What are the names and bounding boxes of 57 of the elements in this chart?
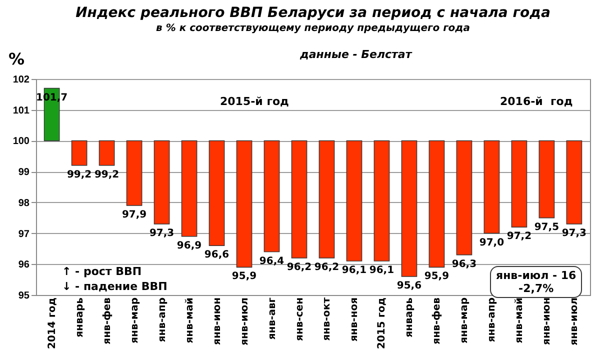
data-label: 97,5 — [534, 222, 560, 233]
x-tick-label: янв-фев — [102, 298, 113, 344]
x-tick-label: янв-сен — [294, 297, 306, 341]
data-label: 99,2 — [94, 169, 120, 180]
data-label: 95,9 — [232, 271, 257, 282]
data-label: 95,6 — [396, 280, 422, 292]
x-tick-label: 2014 год — [46, 298, 58, 349]
data-label: 97,9 — [122, 210, 147, 221]
x-tick-label: 2015 год — [376, 298, 388, 349]
x-tick-label: янв-июл — [239, 298, 250, 346]
y-tick-label: 98 — [18, 198, 30, 209]
y-tick-label: 100 — [12, 136, 30, 148]
x-tick-label: янв-ноя — [349, 298, 360, 342]
annotation: 2015-й год — [220, 95, 289, 108]
x-tick-label: янв-фев — [432, 298, 443, 344]
data-label: 97,3 — [149, 228, 174, 240]
x-tick-label: янв-июн — [542, 297, 553, 345]
y-tick-label: 97 — [18, 228, 30, 240]
x-tick-label: янв-авг — [266, 298, 278, 340]
data-label: 97,2 — [506, 231, 532, 242]
data-label: 95,9 — [424, 271, 450, 282]
annotation: ↑ - рост ВВП — [62, 265, 142, 278]
x-tick-label: янв-июл — [569, 298, 580, 346]
chart-title: Индекс реального ВВП Беларуси за период с начала года — [76, 5, 550, 21]
data-label: 96,4 — [259, 256, 284, 267]
y-axis-title: % — [8, 50, 25, 68]
data-label: 96,3 — [452, 258, 477, 270]
data-label: 96,2 — [286, 262, 312, 273]
y-tick-label: 101 — [12, 105, 30, 116]
x-tick-label: янв-май — [184, 298, 196, 344]
x-tick-label: январь — [404, 298, 416, 338]
x-tick-label: янв-мар — [459, 298, 470, 344]
data-label: 96,1 — [342, 265, 367, 276]
y-tick-label: 95 — [18, 290, 30, 302]
x-tick-label: янв-мар — [129, 298, 140, 344]
x-tick-label: янв-окт — [322, 297, 333, 341]
x-tick-label: янв-май — [514, 298, 526, 344]
y-tick-label: 96 — [18, 260, 30, 271]
text: данные - Белстат — [300, 48, 412, 61]
data-label: 97,3 — [562, 228, 587, 240]
data-label: 99,2 — [66, 169, 92, 180]
data-label: 96,2 — [314, 262, 340, 273]
data-label: 101,7 — [36, 92, 68, 104]
x-tick-label: январь — [74, 298, 86, 338]
annotation: янв-июл - 16 -2,7% — [490, 266, 582, 298]
y-tick-label: 99 — [18, 167, 30, 178]
annotation: 2016-й год — [500, 95, 573, 108]
chart-subtitle: в % к соответствующему периоду предыдущего года — [156, 23, 470, 34]
data-label: 96,1 — [369, 265, 394, 276]
x-tick-label: янв-апр — [156, 298, 168, 342]
x-tick-label: янв-июн — [212, 297, 223, 345]
data-label: 97,0 — [479, 237, 504, 248]
x-tick-label: янв-апр — [486, 298, 498, 342]
data-label: 96,6 — [204, 250, 230, 261]
data-label: 96,9 — [176, 240, 202, 252]
y-tick-label: 102 — [12, 74, 30, 86]
annotation: ↓ - падение ВВП — [62, 280, 168, 293]
